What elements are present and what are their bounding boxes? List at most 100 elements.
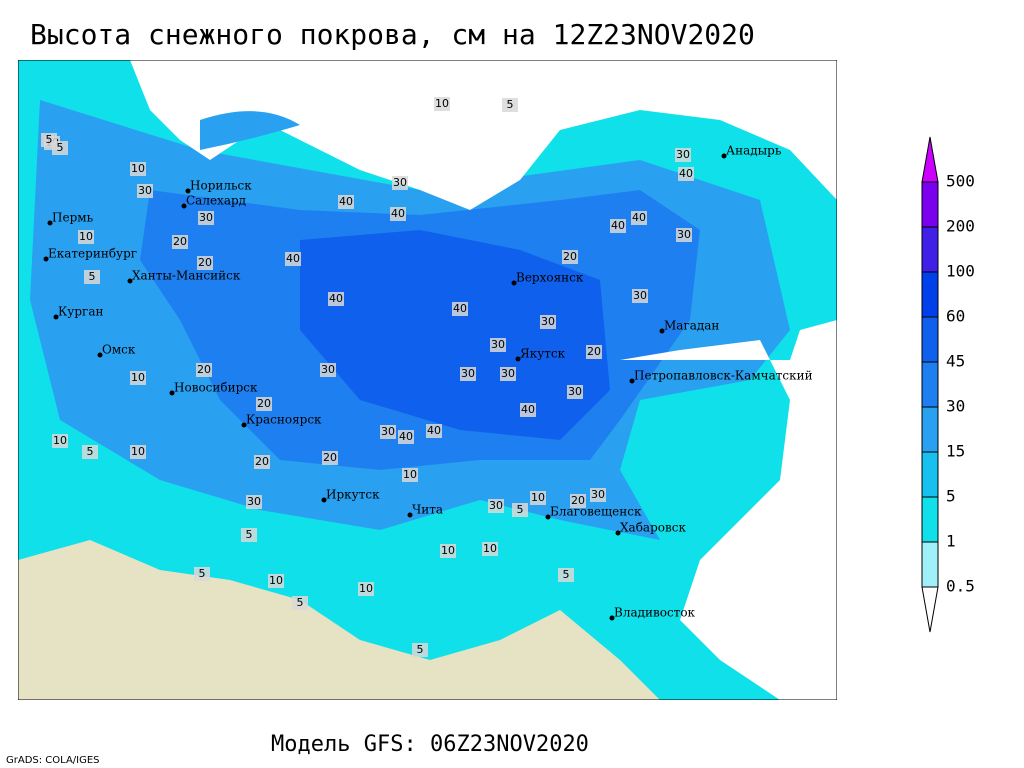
contour-label: 40 [679,167,693,180]
contour-label: 30 [568,385,582,398]
contour-label-box [610,219,626,233]
contour-label-box [452,302,468,316]
contour-label: 30 [633,289,647,302]
contour-label: 20 [563,250,577,263]
contour-label-box [241,528,257,542]
contour-label-box [440,544,456,558]
contour-label: 40 [339,195,353,208]
contour-label: 10 [403,468,417,481]
contour-label-box [130,162,146,176]
city-dot [659,328,665,334]
contour-label: 10 [131,371,145,384]
contour-label: 30 [393,176,407,189]
contour-label: 10 [53,434,67,447]
contour-label-box [540,315,556,329]
pacific-ocean [620,320,837,700]
city-name: Петропавловск-Камчатский [634,369,813,383]
contour-label: 5 [507,98,514,111]
contour-label-box [460,367,476,381]
city-dot [545,514,551,520]
legend-swatch [921,316,939,363]
contour-label: 10 [79,230,93,243]
contour-label-box [84,270,100,284]
legend-label: 200 [946,217,975,236]
city-dot [721,153,727,159]
city-dot [97,352,103,358]
contour-label-box [172,235,188,249]
city-dot [53,314,59,320]
contour-label-box [678,167,694,181]
legend-label: 45 [946,352,965,371]
contour-label-box [196,363,212,377]
contour-label: 10 [531,491,545,504]
contour-label: 10 [359,582,373,595]
legend-label: 15 [946,442,965,461]
contour-label: 10 [435,97,449,110]
contour-label-box [320,363,336,377]
map: 10 5 10 5 10 5 30 30 40 40 10 30 20 20 40 40 40 30 30 30 40 3… [18,60,837,700]
legend-swatch [921,406,939,453]
contour-label: 30 [677,228,691,241]
contour-label-box [358,582,374,596]
contour-label-box [502,98,518,112]
legend-label: 0.5 [946,577,975,596]
city-name: Салехард [186,194,246,208]
contour-label-box [675,148,691,162]
contour-label: 30 [541,315,555,328]
contour-label-box [426,424,442,438]
legend-swatch [921,586,939,633]
contour-label: 5 [46,133,53,146]
legend-label: 30 [946,397,965,416]
contour-label: 30 [138,184,152,197]
contour-label-box [137,184,153,198]
contour-label: 40 [453,302,467,315]
contour-label-box [198,211,214,225]
contour-label: 10 [441,544,455,557]
contour-label-box [586,345,602,359]
contour-label-box [82,445,98,459]
legend-label: 100 [946,262,975,281]
contour-label: 20 [255,455,269,468]
contour-label: 30 [321,363,335,376]
contour-label-box [292,596,308,610]
contour-label: 5 [199,567,206,580]
contour-label-box [322,451,338,465]
city-name: Красноярск [246,413,322,427]
city-dot [127,278,133,284]
city-name: Норильск [190,179,252,193]
city-dot [47,220,53,226]
contour-label: 20 [198,256,212,269]
contour-label: 5 [246,528,253,541]
contour-label: 30 [501,367,515,380]
snow-deepest [300,230,610,440]
city-name: Пермь [52,211,94,225]
city-name: Чита [412,503,443,517]
contour-label-box [390,207,406,221]
contour-label: 5 [297,596,304,609]
contour-label-box [500,367,516,381]
contour-label: 20 [571,494,585,507]
contour-label: 5 [417,643,424,656]
contour-label: 20 [257,397,271,410]
city-dot [407,512,413,518]
city-name: Курган [58,305,103,319]
contour-label-box [130,445,146,459]
contour-label-box [256,397,272,411]
city-dot [515,356,521,362]
novaya-zemlya [200,111,300,150]
contour-label-box [482,542,498,556]
contour-label-box [254,455,270,469]
contour-label: 10 [131,162,145,175]
contour-label-box [328,292,344,306]
contour-label: 40 [427,424,441,437]
city-name: Якутск [520,347,566,361]
contour-label: 30 [489,499,503,512]
contour-label-box [570,494,586,508]
city-name: Верхоянск [516,271,584,285]
contour-label-box [590,488,606,502]
legend-label: 5 [946,487,956,506]
contour-label-box [434,97,450,111]
city-dot [615,530,621,536]
city-name: Екатеринбург [48,247,137,261]
